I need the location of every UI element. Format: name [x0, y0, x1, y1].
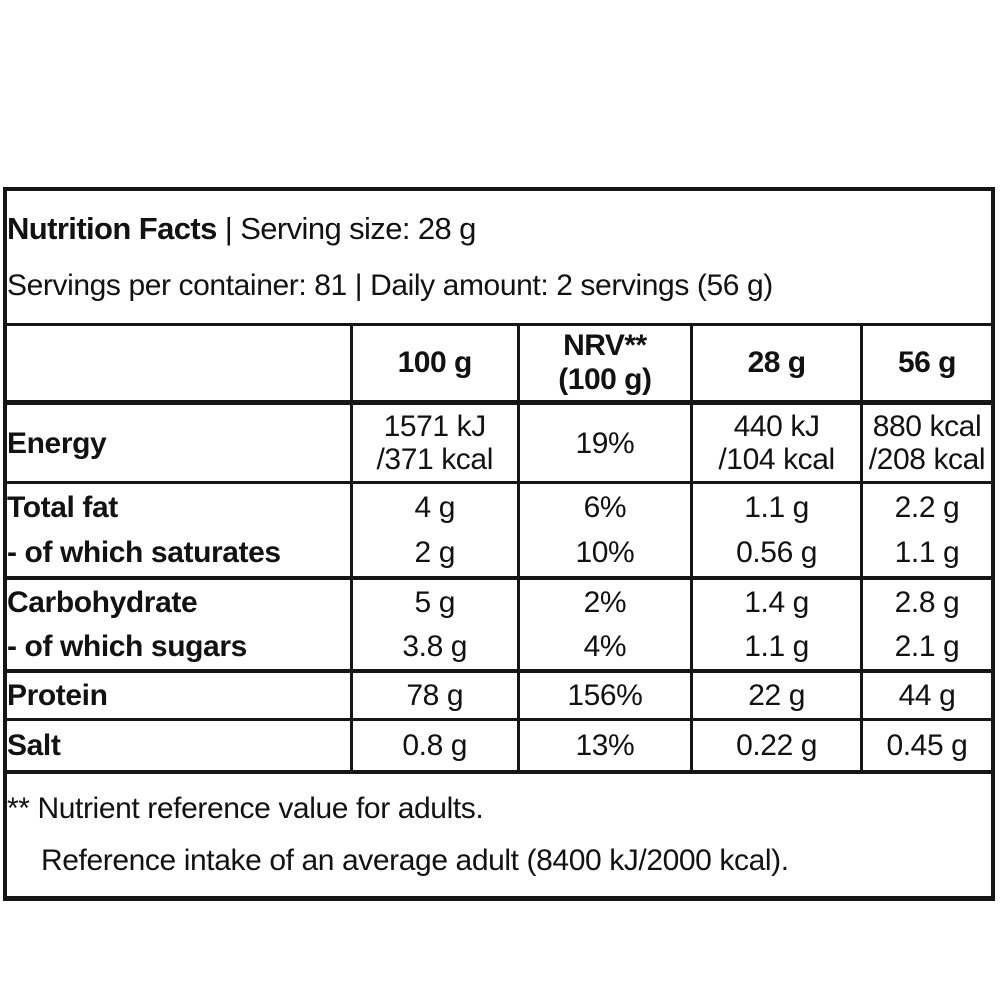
energy-per-100g: 1571 kJ /371 kcal	[349, 402, 519, 484]
carb-label: Carbohydrate - of which sugars	[5, 578, 352, 673]
row-salt: Salt 0.8 g 13% 0.22 g 0.45 g	[5, 719, 993, 774]
energy-label: Energy	[5, 402, 352, 484]
carb-per-100g: 5 g 3.8 g	[349, 578, 519, 673]
row-carbohydrate: Carbohydrate - of which sugars 5 g 3.8 g…	[5, 578, 993, 673]
row-energy: Energy 1571 kJ /371 kcal 19% 440 kJ /104…	[5, 402, 993, 484]
protein-label: Protein	[5, 671, 352, 721]
nutrition-facts-table: Nutrition Facts | Serving size: 28 g Serv…	[3, 187, 995, 901]
col-header-nrv: NRV** (100 g)	[516, 324, 692, 405]
fat-nrv-percent: 6% 10%	[516, 482, 692, 580]
carb-per-56g: 2.8 g 2.1 g	[859, 578, 993, 673]
footnote-line-1: ** Nutrient reference value for adults.	[7, 792, 484, 825]
table-title-row: Nutrition Facts | Serving size: 28 g Serv…	[5, 189, 993, 326]
fat-per-28g: 1.1 g 0.56 g	[690, 482, 862, 580]
carb-nrv-percent: 2% 4%	[516, 578, 692, 673]
salt-nrv-percent: 13%	[516, 719, 692, 774]
col-header-56g: 56 g	[859, 324, 993, 405]
salt-per-100g: 0.8 g	[349, 719, 519, 774]
energy-per-56g: 880 kcal /208 kcal	[859, 402, 993, 484]
footnote: ** Nutrient reference value for adults. …	[5, 772, 993, 899]
title-bold: Nutrition Facts	[7, 211, 217, 246]
table-title: Nutrition Facts | Serving size: 28 g Serv…	[5, 189, 993, 326]
carb-per-28g: 1.4 g 1.1 g	[690, 578, 862, 673]
energy-per-28g: 440 kJ /104 kcal	[690, 402, 862, 484]
row-total-fat: Total fat - of which saturates 4 g 2 g 6…	[5, 482, 993, 580]
fat-per-100g: 4 g 2 g	[349, 482, 519, 580]
column-header-row: 100 g NRV** (100 g) 28 g 56 g	[5, 324, 993, 405]
protein-nrv-percent: 156%	[516, 671, 692, 721]
salt-per-28g: 0.22 g	[690, 719, 862, 774]
footnote-row: ** Nutrient reference value for adults. …	[5, 772, 993, 899]
fat-per-56g: 2.2 g 1.1 g	[859, 482, 993, 580]
serving-size-text: | Serving size: 28 g	[224, 211, 477, 246]
protein-per-56g: 44 g	[859, 671, 993, 721]
fat-label: Total fat - of which saturates	[5, 482, 352, 580]
protein-per-28g: 22 g	[690, 671, 862, 721]
protein-per-100g: 78 g	[349, 671, 519, 721]
col-header-100g: 100 g	[349, 324, 519, 405]
title-line-1: Nutrition Facts | Serving size: 28 g	[7, 209, 991, 249]
energy-nrv-percent: 19%	[516, 402, 692, 484]
servings-daily-text: Servings per container: 81 | Daily amoun…	[7, 269, 773, 302]
salt-label: Salt	[5, 719, 352, 774]
col-header-28g: 28 g	[690, 324, 862, 405]
footnote-line-2: Reference intake of an average adult (84…	[41, 844, 789, 877]
col-header-blank	[5, 324, 352, 405]
row-protein: Protein 78 g 156% 22 g 44 g	[5, 671, 993, 721]
salt-per-56g: 0.45 g	[859, 719, 993, 774]
